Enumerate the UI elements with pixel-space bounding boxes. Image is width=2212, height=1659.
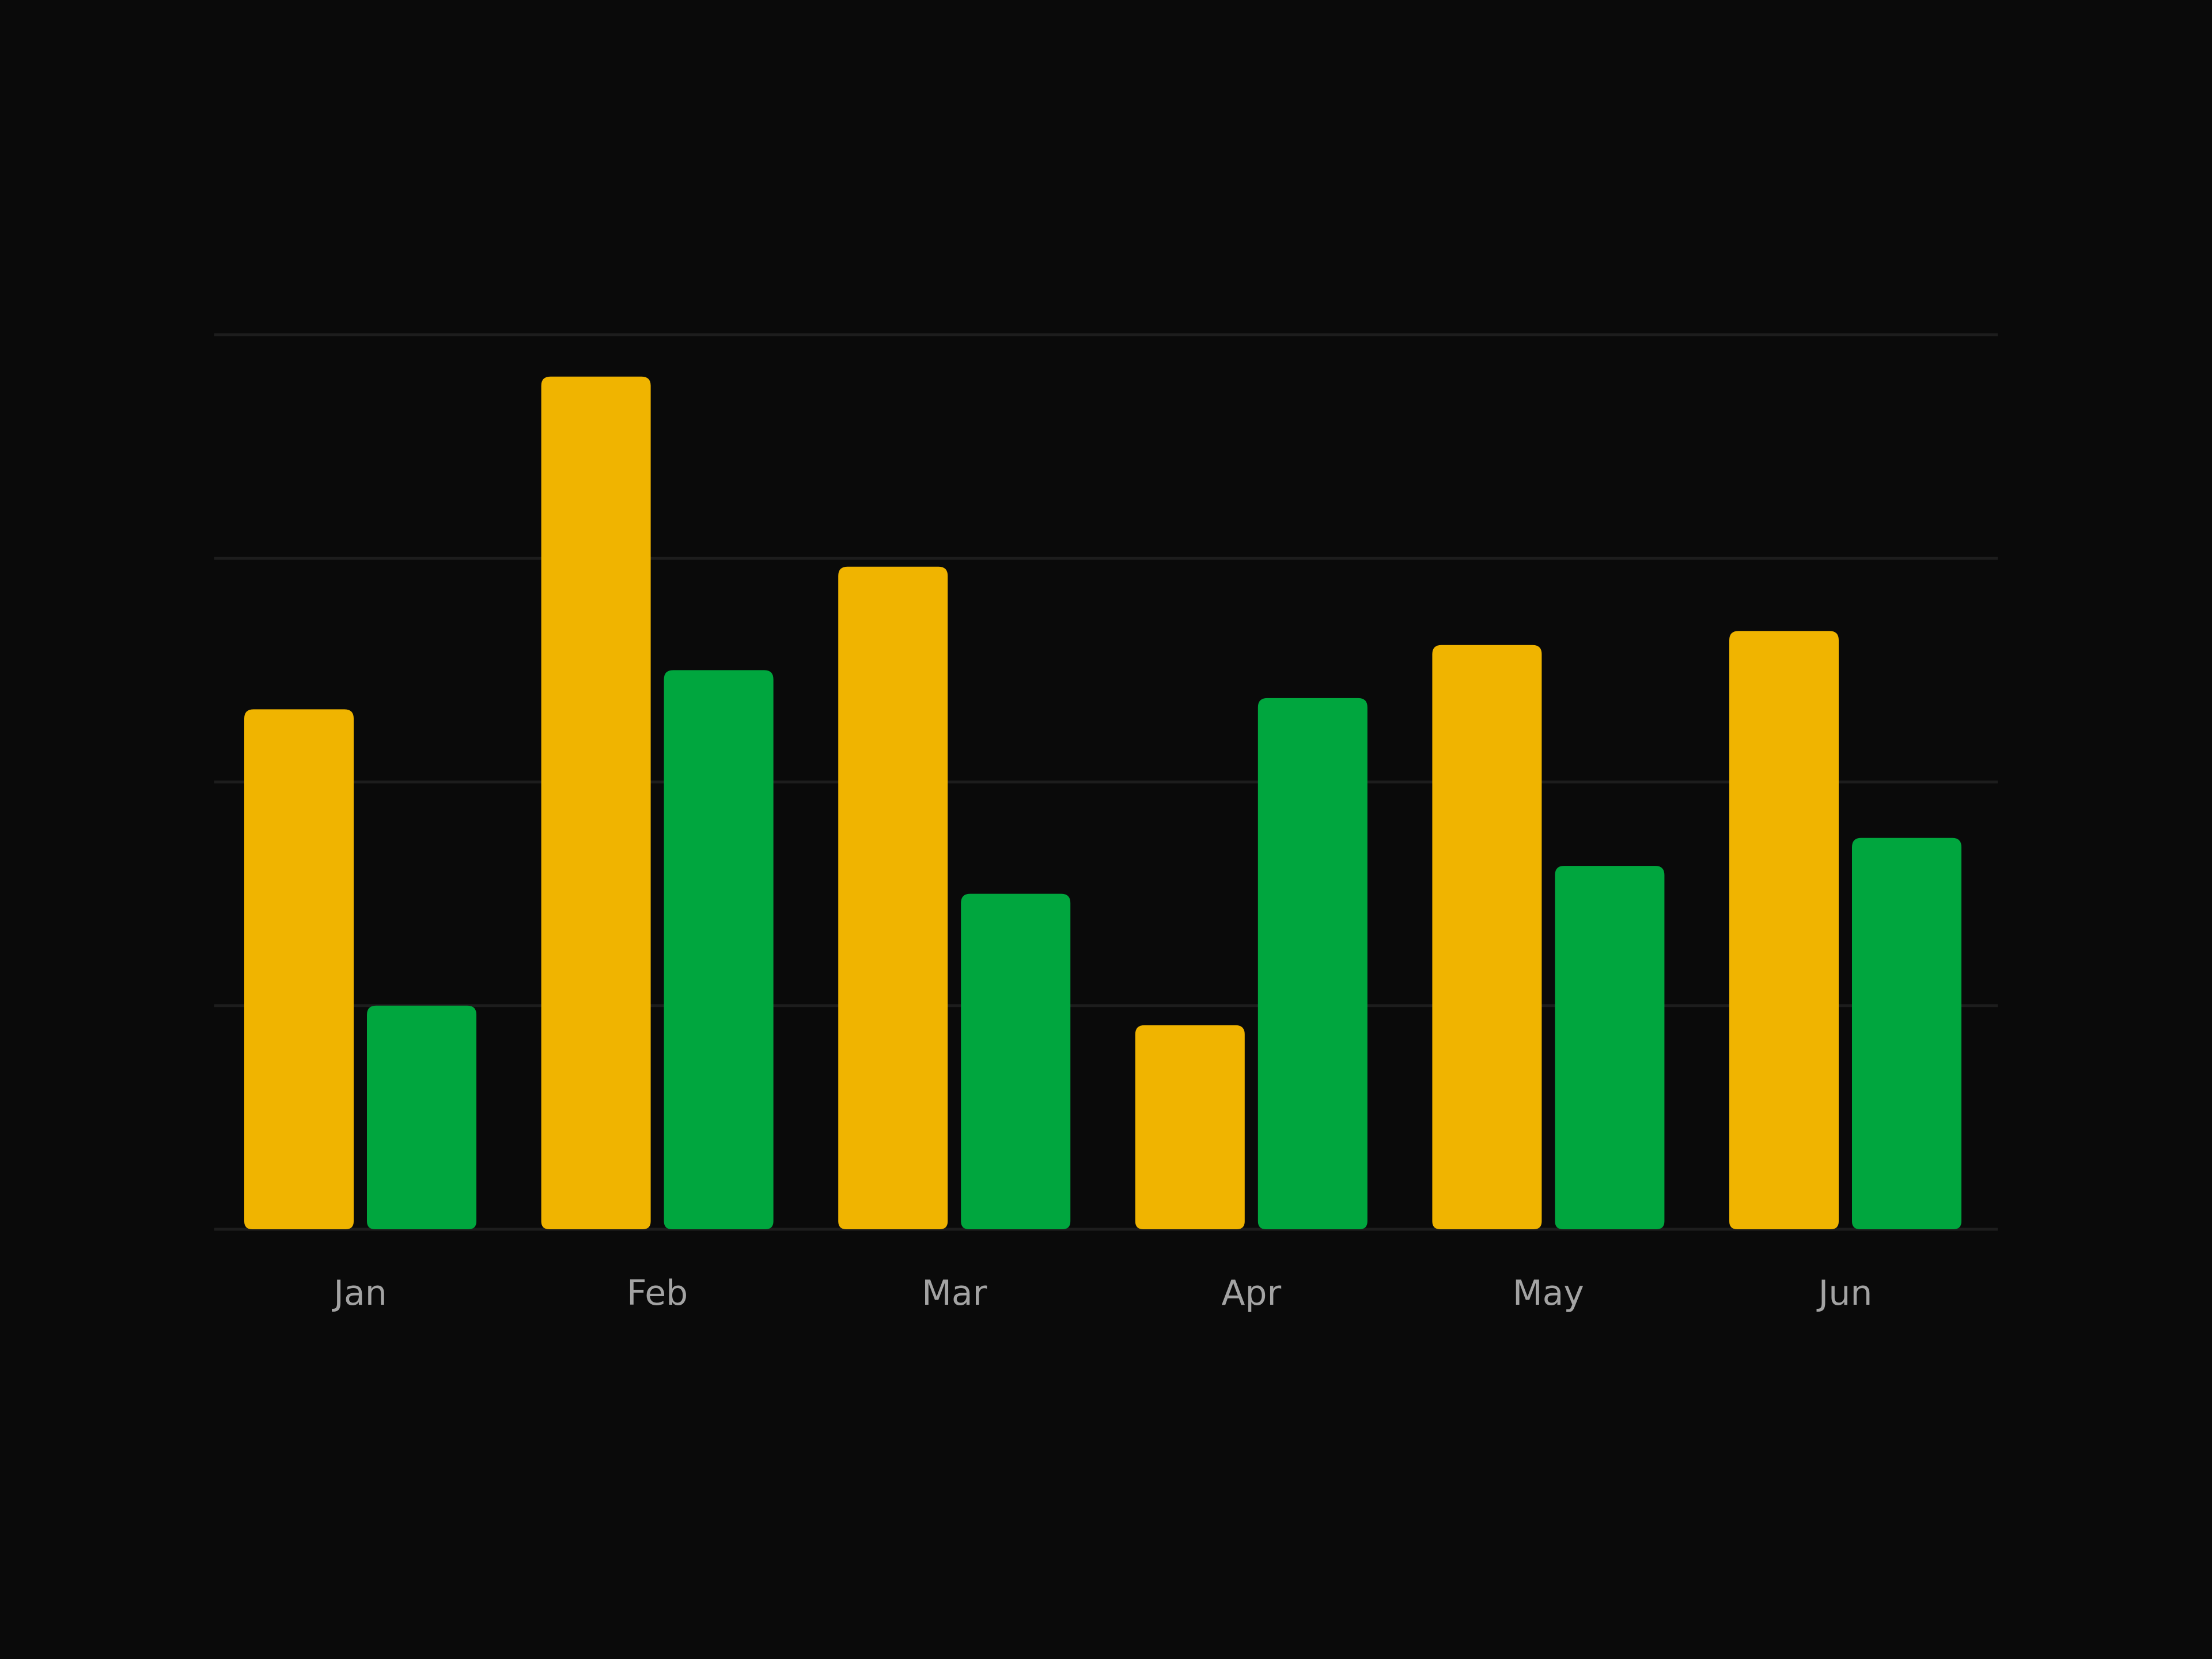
- bar-jan-series-1: [244, 709, 354, 1229]
- bar-may-series-1: [1432, 645, 1542, 1229]
- x-tick-label-apr: Apr: [1221, 1273, 1281, 1313]
- bar-feb-series-2: [664, 670, 774, 1229]
- bar-apr-series-1: [1135, 1025, 1245, 1229]
- bar-mar-series-2: [961, 893, 1071, 1229]
- x-axis-labels: Jan Feb Mar Apr May Jun: [331, 1273, 1872, 1313]
- bar-jan-series-2: [367, 1005, 476, 1229]
- bar-mar-series-1: [838, 566, 948, 1230]
- bar-jun-series-2: [1852, 838, 1961, 1229]
- bar-may-series-2: [1555, 866, 1665, 1229]
- bar-feb-series-1: [541, 376, 651, 1229]
- bar-apr-series-2: [1257, 698, 1368, 1229]
- bar-jun-series-1: [1729, 631, 1839, 1229]
- x-tick-label-jan: Jan: [331, 1273, 387, 1313]
- gridlines: [214, 333, 1998, 1231]
- x-tick-label-jun: Jun: [1816, 1273, 1873, 1313]
- bars: [244, 376, 1961, 1230]
- x-tick-label-may: May: [1513, 1273, 1584, 1313]
- x-tick-label-mar: Mar: [922, 1273, 987, 1313]
- x-tick-label-feb: Feb: [627, 1273, 688, 1313]
